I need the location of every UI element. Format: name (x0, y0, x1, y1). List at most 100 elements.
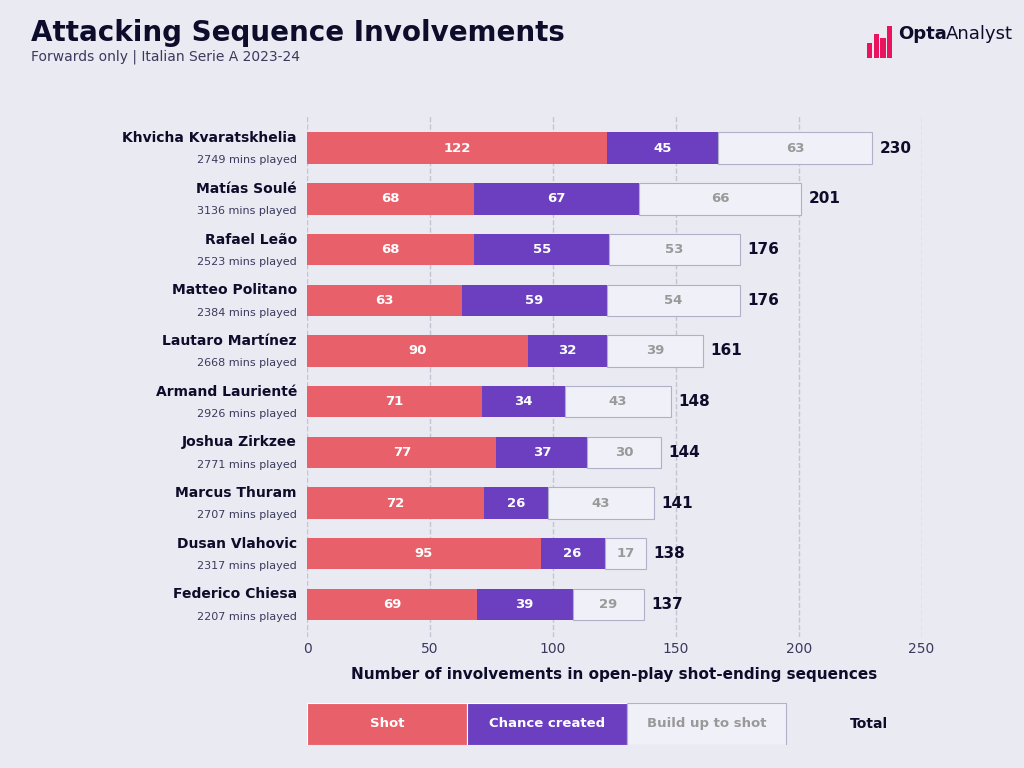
Text: 34: 34 (514, 396, 532, 408)
Bar (718, 132, 872, 164)
Text: 95: 95 (415, 548, 433, 561)
Bar (607, 336, 702, 366)
Text: 30: 30 (615, 446, 634, 458)
Text: 17: 17 (616, 548, 635, 561)
Text: 53: 53 (666, 243, 684, 256)
Text: 54: 54 (665, 294, 683, 306)
Bar (607, 132, 718, 164)
Text: Armand Laurienté: Armand Laurienté (156, 385, 297, 399)
Bar (528, 336, 607, 366)
Bar (307, 703, 467, 745)
Text: 137: 137 (651, 597, 683, 612)
Text: 138: 138 (653, 546, 685, 561)
Text: Khvicha Kvaratskhelia: Khvicha Kvaratskhelia (123, 131, 297, 145)
Text: 2926 mins played: 2926 mins played (197, 409, 297, 419)
Text: 26: 26 (507, 497, 525, 510)
Text: Chance created: Chance created (488, 717, 605, 730)
Text: Matías Soulé: Matías Soulé (197, 182, 297, 196)
Bar (607, 285, 739, 316)
Text: 55: 55 (532, 243, 551, 256)
Text: 71: 71 (385, 396, 403, 408)
Text: 37: 37 (532, 446, 551, 458)
Bar (307, 233, 474, 265)
Bar (474, 233, 609, 265)
Bar (307, 132, 607, 164)
Text: Analyst: Analyst (946, 25, 1013, 42)
Text: 59: 59 (525, 294, 544, 306)
Text: Lautaro Martínez: Lautaro Martínez (163, 334, 297, 348)
Text: Total: Total (850, 717, 889, 731)
Text: 122: 122 (443, 141, 471, 154)
Text: 2707 mins played: 2707 mins played (197, 511, 297, 521)
Text: 45: 45 (653, 141, 672, 154)
Bar (588, 437, 662, 468)
Text: 72: 72 (386, 497, 404, 510)
Bar (484, 488, 548, 519)
Bar (307, 437, 497, 468)
Bar (548, 488, 653, 519)
Bar (307, 285, 462, 316)
Text: Dusan Vlahovic: Dusan Vlahovic (177, 537, 297, 551)
Text: 90: 90 (409, 345, 427, 357)
Text: Forwards only | Italian Serie A 2023-24: Forwards only | Italian Serie A 2023-24 (31, 50, 300, 65)
Text: 176: 176 (748, 293, 779, 308)
Text: 67: 67 (548, 192, 566, 205)
Text: Attacking Sequence Involvements: Attacking Sequence Involvements (31, 19, 564, 47)
Bar (541, 538, 604, 570)
Bar (609, 233, 739, 265)
Bar (307, 538, 541, 570)
Text: 63: 63 (785, 141, 804, 154)
Bar (462, 285, 607, 316)
Bar (565, 386, 671, 417)
Text: 161: 161 (711, 343, 742, 359)
Text: 2317 mins played: 2317 mins played (198, 561, 297, 571)
Text: 148: 148 (678, 394, 710, 409)
Text: 68: 68 (382, 243, 400, 256)
Text: 2523 mins played: 2523 mins played (198, 257, 297, 266)
Text: 176: 176 (748, 242, 779, 257)
Bar (481, 386, 565, 417)
Text: 2207 mins played: 2207 mins played (197, 612, 297, 622)
Text: 2668 mins played: 2668 mins played (198, 358, 297, 369)
Bar (307, 386, 481, 417)
Text: 69: 69 (383, 598, 401, 611)
Text: 39: 39 (515, 598, 534, 611)
Text: 77: 77 (392, 446, 411, 458)
Bar (627, 703, 786, 745)
Text: Federico Chiesa: Federico Chiesa (173, 588, 297, 601)
Text: 43: 43 (609, 396, 628, 408)
Bar (572, 589, 644, 621)
Text: 29: 29 (599, 598, 617, 611)
Text: Rafael Leão: Rafael Leão (205, 233, 297, 247)
Bar (477, 589, 572, 621)
Text: 141: 141 (662, 495, 692, 511)
Text: 68: 68 (382, 192, 400, 205)
Bar (307, 589, 477, 621)
Text: Joshua Zirkzee: Joshua Zirkzee (182, 435, 297, 449)
Bar (639, 183, 801, 214)
Bar (307, 183, 474, 214)
Bar (307, 488, 484, 519)
Text: 144: 144 (669, 445, 700, 460)
Bar (474, 183, 639, 214)
Text: 63: 63 (376, 294, 394, 306)
Bar (467, 703, 627, 745)
Text: 201: 201 (809, 191, 841, 207)
Bar (307, 703, 786, 745)
Bar (881, 38, 886, 58)
Text: 66: 66 (711, 192, 729, 205)
Text: Shot: Shot (370, 717, 404, 730)
Text: Opta: Opta (898, 25, 947, 42)
Text: Build up to shot: Build up to shot (647, 717, 766, 730)
Text: 43: 43 (592, 497, 610, 510)
Text: 39: 39 (646, 345, 665, 357)
Bar (866, 43, 872, 58)
Text: 2749 mins played: 2749 mins played (197, 155, 297, 165)
Bar (307, 336, 528, 366)
Text: 230: 230 (880, 141, 911, 156)
Text: 32: 32 (558, 345, 577, 357)
Bar (604, 538, 646, 570)
Text: Marcus Thuram: Marcus Thuram (175, 486, 297, 500)
Text: 2384 mins played: 2384 mins played (197, 307, 297, 317)
Text: 26: 26 (563, 548, 582, 561)
